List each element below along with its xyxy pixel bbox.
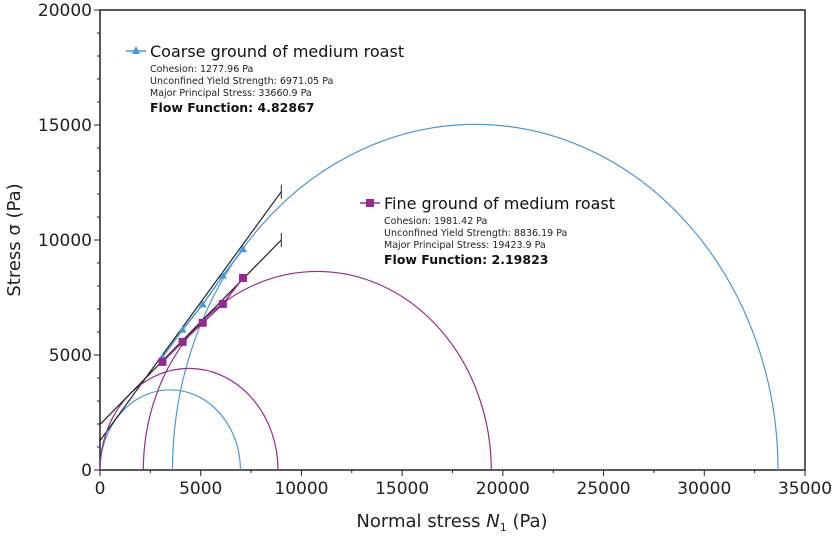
y-tick-label: 20000 <box>38 1 92 21</box>
mohr-circle <box>99 389 242 471</box>
svg-text:Flow Function: 4.82867: Flow Function: 4.82867 <box>150 100 314 115</box>
x-tick-label: 35000 <box>778 479 832 499</box>
x-tick-label: 10000 <box>274 479 328 499</box>
x-tick-label: 5000 <box>179 479 222 499</box>
y-tick-label: 0 <box>81 461 92 481</box>
x-tick-label: 25000 <box>577 479 631 499</box>
svg-text:Unconfined Yield Strength: 883: Unconfined Yield Strength: 8836.19 Pa <box>384 228 567 239</box>
yield-locus-line <box>99 239 282 425</box>
svg-text:Unconfined Yield Strength: 697: Unconfined Yield Strength: 6971.05 Pa <box>150 76 333 87</box>
mohr-circle <box>171 123 779 471</box>
svg-text:Coarse ground of medium roast: Coarse ground of medium roast <box>150 42 404 61</box>
data-point <box>239 273 248 282</box>
data-point <box>198 300 207 308</box>
legend-fine: Fine ground of medium roast Cohesion: 19… <box>360 194 615 267</box>
svg-text:Fine ground of medium roast: Fine ground of medium roast <box>384 194 615 213</box>
data-point <box>239 245 248 253</box>
y-tick-label: 15000 <box>38 116 92 136</box>
x-tick-label: 0 <box>95 479 106 499</box>
y-axis-label: Stress σ (Pa) <box>4 183 25 296</box>
data-point <box>178 325 187 333</box>
svg-text:Cohesion: 1277.96 Pa: Cohesion: 1277.96 Pa <box>150 64 253 75</box>
x-tick-label: 30000 <box>677 479 731 499</box>
data-point <box>218 299 227 308</box>
svg-text:Major Principal Stress: 19423.: Major Principal Stress: 19423.9 Pa <box>384 240 546 251</box>
svg-text:Flow Function: 2.19823: Flow Function: 2.19823 <box>384 252 548 267</box>
data-point <box>178 337 187 346</box>
data-point <box>158 357 167 366</box>
data-point <box>218 271 227 279</box>
svg-text:Cohesion: 1981.42 Pa: Cohesion: 1981.42 Pa <box>384 216 487 227</box>
square-marker-icon <box>366 199 374 207</box>
mohr-circle <box>99 367 279 471</box>
triangle-marker-icon <box>132 46 140 54</box>
yield-locus-line <box>99 191 282 441</box>
data-point <box>198 318 207 327</box>
x-tick-label: 15000 <box>375 479 429 499</box>
y-tick-label: 5000 <box>49 346 92 366</box>
mohr-circle <box>142 270 492 471</box>
x-axis-label: Normal stress N1 (Pa) <box>356 511 547 534</box>
x-tick-label: 20000 <box>476 479 530 499</box>
svg-text:Major Principal Stress: 33660.: Major Principal Stress: 33660.9 Pa <box>150 88 312 99</box>
legend-coarse: Coarse ground of medium roast Cohesion: … <box>126 42 404 115</box>
y-tick-label: 10000 <box>38 231 92 251</box>
